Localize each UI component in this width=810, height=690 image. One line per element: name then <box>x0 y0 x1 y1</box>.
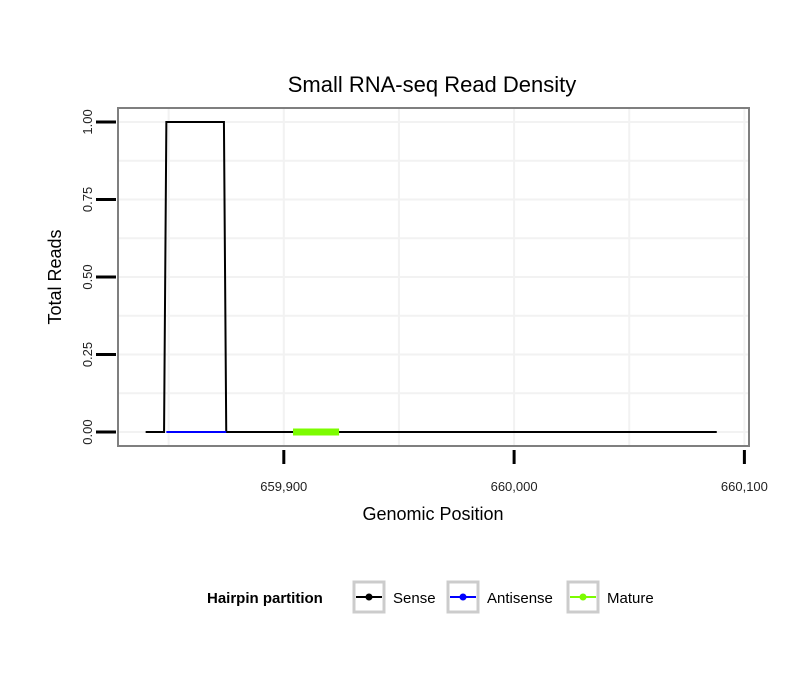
data-series <box>145 120 717 436</box>
legend-label-sense: Sense <box>393 590 436 607</box>
y-tick-label-1: 0.25 <box>80 342 95 367</box>
legend-dot-sense <box>365 593 373 601</box>
legend-label-antisense: Antisense <box>487 590 553 607</box>
legend-title: Hairpin partition <box>207 590 323 607</box>
legend: Hairpin partition Sense Antisense Mature <box>207 580 654 614</box>
plot-border <box>117 107 750 447</box>
x-axis-title: Genomic Position <box>362 504 503 524</box>
x-tick-label-1: 660,000 <box>491 479 538 494</box>
x-tick-label-0: 659,900 <box>260 479 307 494</box>
y-axis-title: Total Reads <box>45 229 65 324</box>
legend-dot-antisense <box>459 593 467 601</box>
x-tick-label-2: 660,100 <box>721 479 768 494</box>
y-tick-label-0: 0.00 <box>80 419 95 444</box>
legend-label-mature: Mature <box>607 590 654 607</box>
y-tick-label-3: 0.75 <box>80 187 95 212</box>
legend-dot-mature <box>579 593 587 601</box>
axes: 659,900 660,000 660,100 0.00 0.25 0.50 0.75 1.0… <box>80 109 768 494</box>
y-tick-label-2: 0.50 <box>80 264 95 289</box>
chart-title: Small RNA-seq Read Density <box>288 72 577 97</box>
y-tick-label-4: 1.00 <box>80 109 95 134</box>
